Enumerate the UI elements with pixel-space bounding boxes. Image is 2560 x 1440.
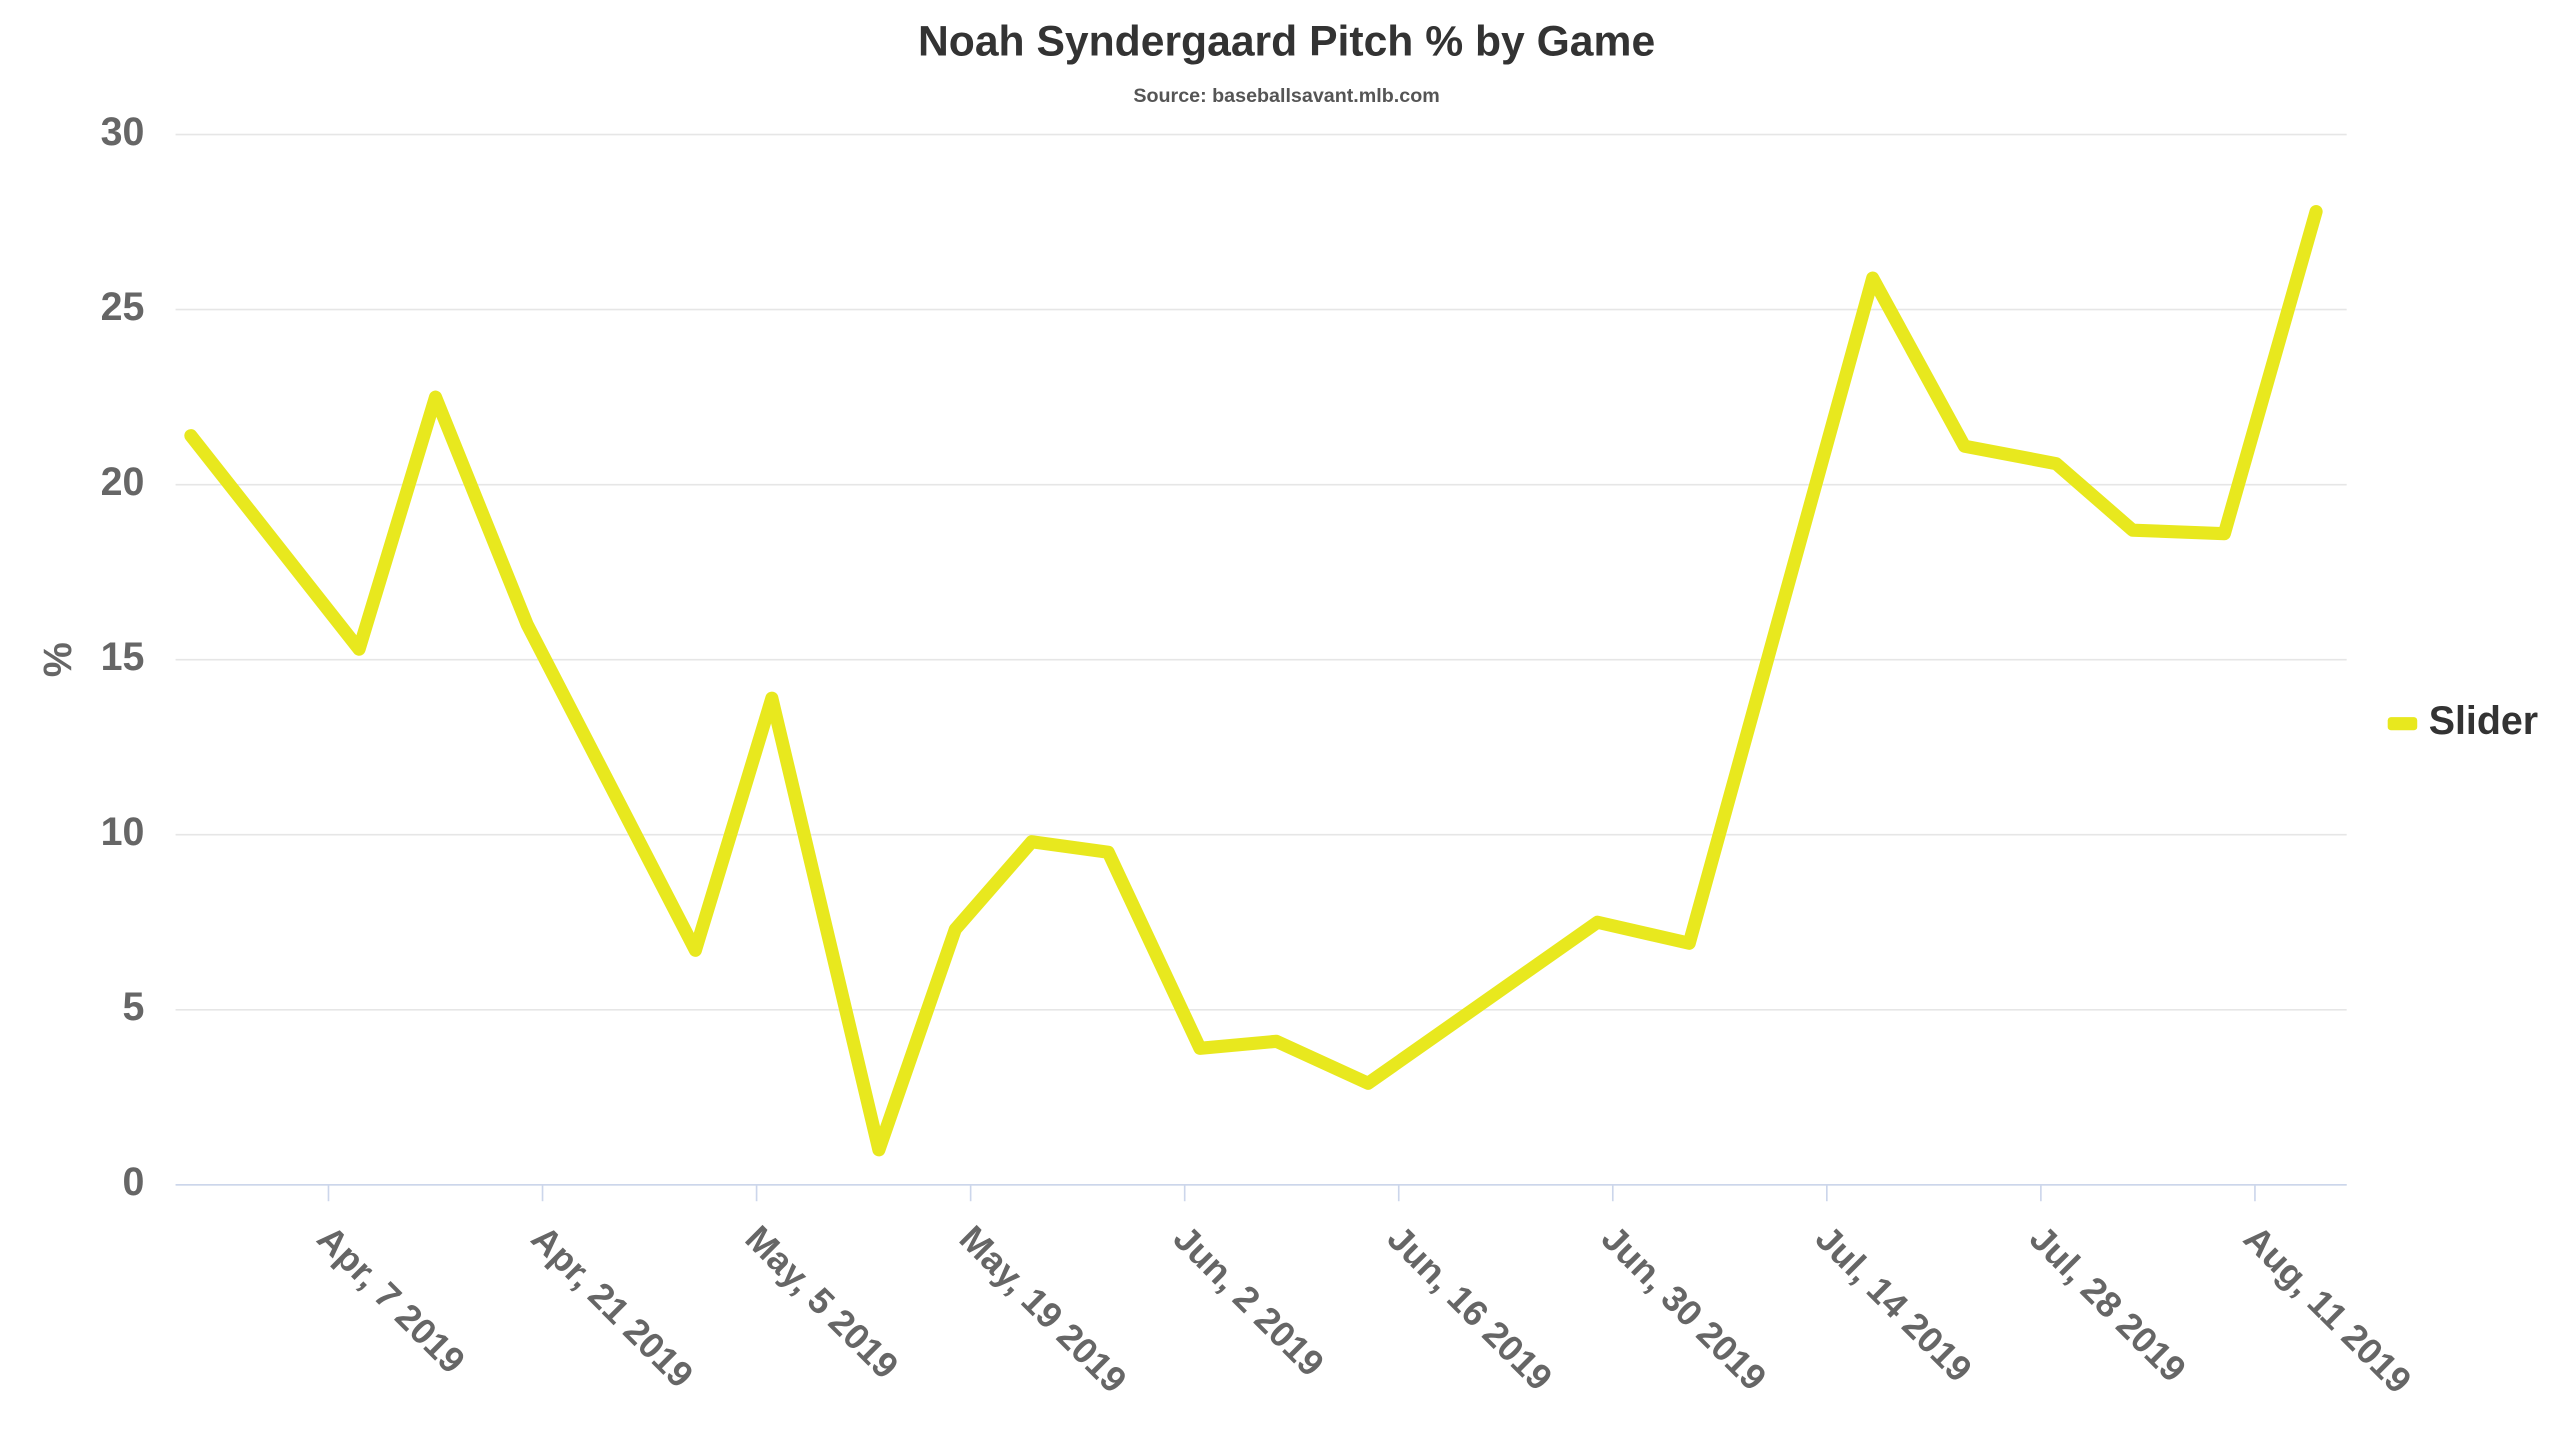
legend-swatch (2387, 717, 2418, 731)
x-tick-label: Jun, 2 2019 (1166, 1217, 1333, 1384)
legend-label: Slider (2429, 699, 2538, 743)
x-tick-label: May, 19 2019 (952, 1217, 1135, 1400)
series-line (184, 205, 2323, 1157)
y-tick-label: 10 (101, 810, 145, 854)
y-tick-label: 25 (101, 285, 145, 329)
x-tick-label: May, 5 2019 (738, 1217, 907, 1386)
chart-subtitle: Source: baseballsavant.mlb.com (1133, 85, 1439, 107)
y-tick-label: 0 (123, 1160, 145, 1204)
y-axis-label: % (36, 642, 80, 677)
y-tick-label: 5 (123, 985, 145, 1029)
chart-title: Noah Syndergaard Pitch % by Game (918, 18, 1655, 66)
x-tick-label: Jul, 14 2019 (1808, 1217, 1980, 1389)
x-tick-label: Apr, 21 2019 (524, 1217, 702, 1395)
x-tick-label: Jun, 16 2019 (1380, 1217, 1561, 1398)
y-tick-label: 15 (101, 635, 145, 679)
x-tick-label: Aug, 11 2019 (2236, 1217, 2420, 1401)
y-tick-label: 20 (101, 460, 145, 504)
y-tick-label: 30 (101, 110, 145, 154)
x-tick-label: Jul, 28 2019 (2022, 1217, 2194, 1389)
x-tick-label: Apr, 7 2019 (310, 1217, 474, 1381)
x-tick-label: Jun, 30 2019 (1594, 1217, 1775, 1398)
